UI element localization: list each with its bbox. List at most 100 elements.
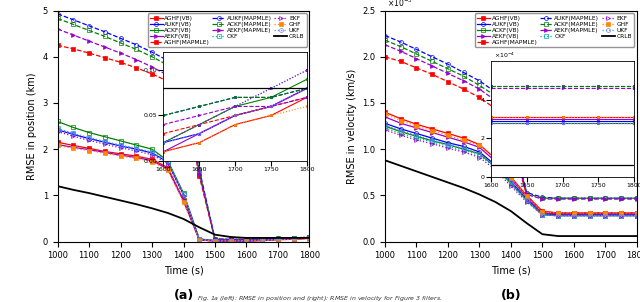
GHF [633,211,640,215]
CKF [180,192,188,196]
AUKF(VB) [164,160,172,164]
CKF [617,214,625,217]
AGHF(VB) [492,157,499,160]
AGHF(MAPMLE) [602,211,609,215]
GHF [476,144,483,147]
GHF [211,239,219,243]
UKF [413,133,420,137]
AEKF(MAPMLE) [476,87,483,91]
CRLB [538,233,546,236]
AGHF(VB) [132,154,140,158]
ACKF(VB) [164,159,172,162]
EKF [243,239,250,243]
ACKF(MAPMLE) [148,55,156,59]
AGHF(VB) [274,238,282,242]
ACKF(MAPMLE) [132,48,140,51]
AUKF(MAPMLE) [180,75,188,79]
AGHF(MAPMLE) [554,211,562,215]
AUKF(MAPMLE) [476,79,483,83]
UKF [523,198,531,202]
UKF [211,239,219,243]
AEKF(MAPMLE) [180,89,188,93]
AUKF(VB) [460,145,467,148]
ACKF(MAPMLE) [554,196,562,200]
CRLB [54,184,61,188]
CRLB [554,234,562,238]
AUKF(MAPMLE) [428,55,436,59]
EKF [85,139,93,142]
ACKF(VB) [523,198,531,202]
ACKF(MAPMLE) [476,84,483,87]
AGHF(VB) [538,209,546,213]
AGHF(MAPMLE) [538,210,546,214]
ACKF(VB) [538,213,546,217]
AGHF(MAPMLE) [164,79,172,83]
ACKF(VB) [397,130,404,133]
GHF [538,210,546,214]
ACKF(VB) [274,237,282,241]
AGHF(VB) [85,146,93,150]
GHF [397,119,404,122]
AEKF(MAPMLE) [70,33,77,37]
ACKF(VB) [633,214,640,217]
ACKF(MAPMLE) [101,35,109,38]
AGHF(MAPMLE) [195,174,203,178]
AUKF(MAPMLE) [70,18,77,22]
AUKF(MAPMLE) [554,196,562,200]
EKF [428,142,436,146]
AGHF(MAPMLE) [180,92,188,95]
AUKF(MAPMLE) [586,196,593,200]
CRLB [507,209,515,213]
AUKF(VB) [274,237,282,241]
AUKF(VB) [195,237,203,241]
AEKF(MAPMLE) [554,197,562,201]
AGHF(VB) [523,194,531,197]
ACKF(MAPMLE) [507,130,515,133]
ACKF(MAPMLE) [290,236,298,240]
EKF [523,200,531,204]
UKF [476,152,483,156]
AUKF(MAPMLE) [507,127,515,131]
AGHF(VB) [211,239,219,243]
UKF [290,237,298,241]
CRLB [570,234,578,238]
CKF [538,213,546,217]
UKF [85,136,93,140]
CKF [507,182,515,186]
CKF [444,145,452,148]
CRLB [70,188,77,192]
Line: AEKF(VB): AEKF(VB) [56,143,312,243]
AGHF(MAPMLE) [85,51,93,55]
Line: ACKF(MAPMLE): ACKF(MAPMLE) [56,17,312,241]
UKF [570,214,578,217]
AGHF(MAPMLE) [428,72,436,76]
EKF [633,214,640,217]
ACKF(VB) [428,139,436,143]
UKF [586,214,593,217]
EKF [397,133,404,137]
UKF [243,239,250,243]
AEKF(VB) [617,212,625,216]
AUKF(VB) [381,121,389,125]
AUKF(VB) [148,151,156,155]
EKF [460,150,467,154]
AEKF(MAPMLE) [290,237,298,241]
AUKF(VB) [70,133,77,136]
ACKF(VB) [259,238,266,242]
AUKF(MAPMLE) [132,43,140,47]
AGHF(VB) [290,237,298,241]
UKF [554,214,562,217]
AUKF(MAPMLE) [148,50,156,54]
CKF [476,154,483,157]
AUKF(VB) [444,141,452,145]
X-axis label: Time (s): Time (s) [491,266,531,276]
EKF [54,130,61,133]
GHF [523,194,531,198]
UKF [492,164,499,168]
GHF [602,211,609,215]
AUKF(VB) [290,237,298,241]
AUKF(MAPMLE) [290,236,298,240]
AEKF(VB) [413,126,420,130]
Line: ACKF(VB): ACKF(VB) [56,120,312,243]
ACKF(VB) [85,131,93,134]
